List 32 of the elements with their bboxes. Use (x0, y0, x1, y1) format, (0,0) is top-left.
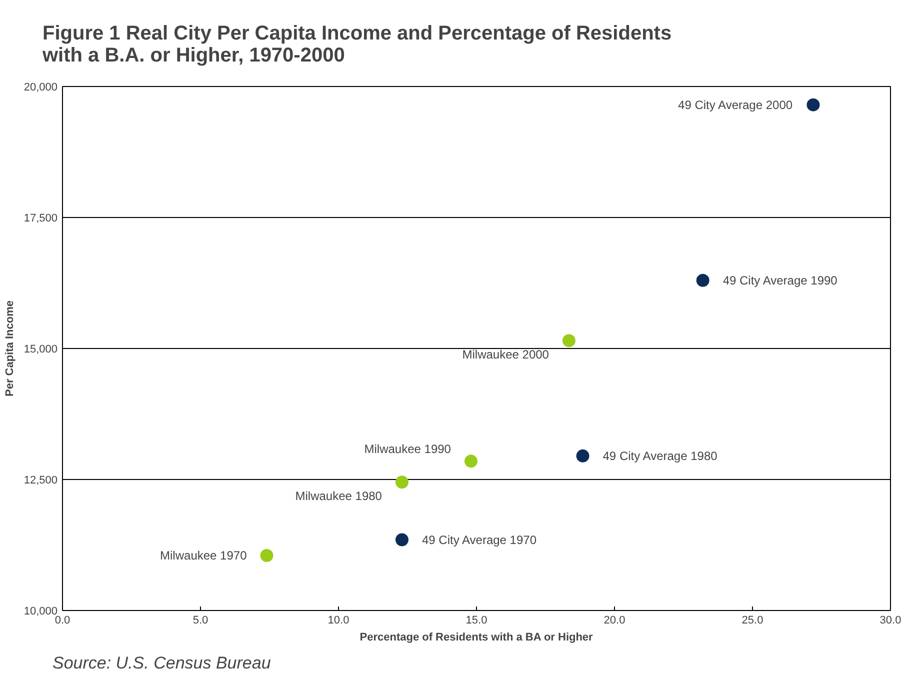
point (260, 548, 274, 562)
y-tick-label: 12,500 (24, 474, 58, 486)
x-tick-label: 20.0 (604, 614, 626, 626)
annotation: 49 City Average 1980 (602, 448, 718, 463)
y-tick-label: 17,500 (24, 212, 58, 224)
x-tick-label: 10.0 (328, 614, 350, 626)
y-axis-title: Per Capita Income (4, 300, 16, 396)
x-tick-label: 30.0 (880, 614, 902, 626)
x-tick-label: 15.0 (466, 614, 488, 626)
y-tick-label: 15,000 (24, 344, 58, 356)
point (562, 334, 576, 348)
annotation: 49 City Average 2000 (678, 98, 793, 112)
source-note: Source: U.S. Census Bureau (52, 654, 272, 672)
point (464, 454, 478, 468)
x-tick-label: 25.0 (742, 614, 764, 626)
point (696, 274, 710, 287)
point (806, 98, 820, 112)
point (395, 533, 408, 546)
point (395, 476, 408, 489)
annotation: 49 City Average 1990 (722, 273, 838, 288)
annotation: Milwaukee 1970 (160, 548, 248, 562)
x-axis-title: Percentage of Residents with a BA or Higher (360, 632, 594, 644)
y-tick-label: 10,000 (24, 606, 58, 618)
annotation: Milwaukee 1990 (364, 442, 452, 456)
y-tick-label: 20,000 (24, 82, 58, 94)
annotation: 49 City Average 1970 (422, 532, 537, 547)
x-tick-label: 5.0 (192, 614, 208, 626)
x-tick-label: 0.0 (54, 614, 70, 626)
annotation: Milwaukee 2000 (462, 348, 550, 362)
chart-title: Figure 1 Real City Per Capita Income and Percentage of Residents with a B.A. or Higher, 1970-2000 (42, 22, 672, 66)
annotation: Milwaukee 1980 (295, 489, 382, 504)
point (576, 449, 590, 462)
